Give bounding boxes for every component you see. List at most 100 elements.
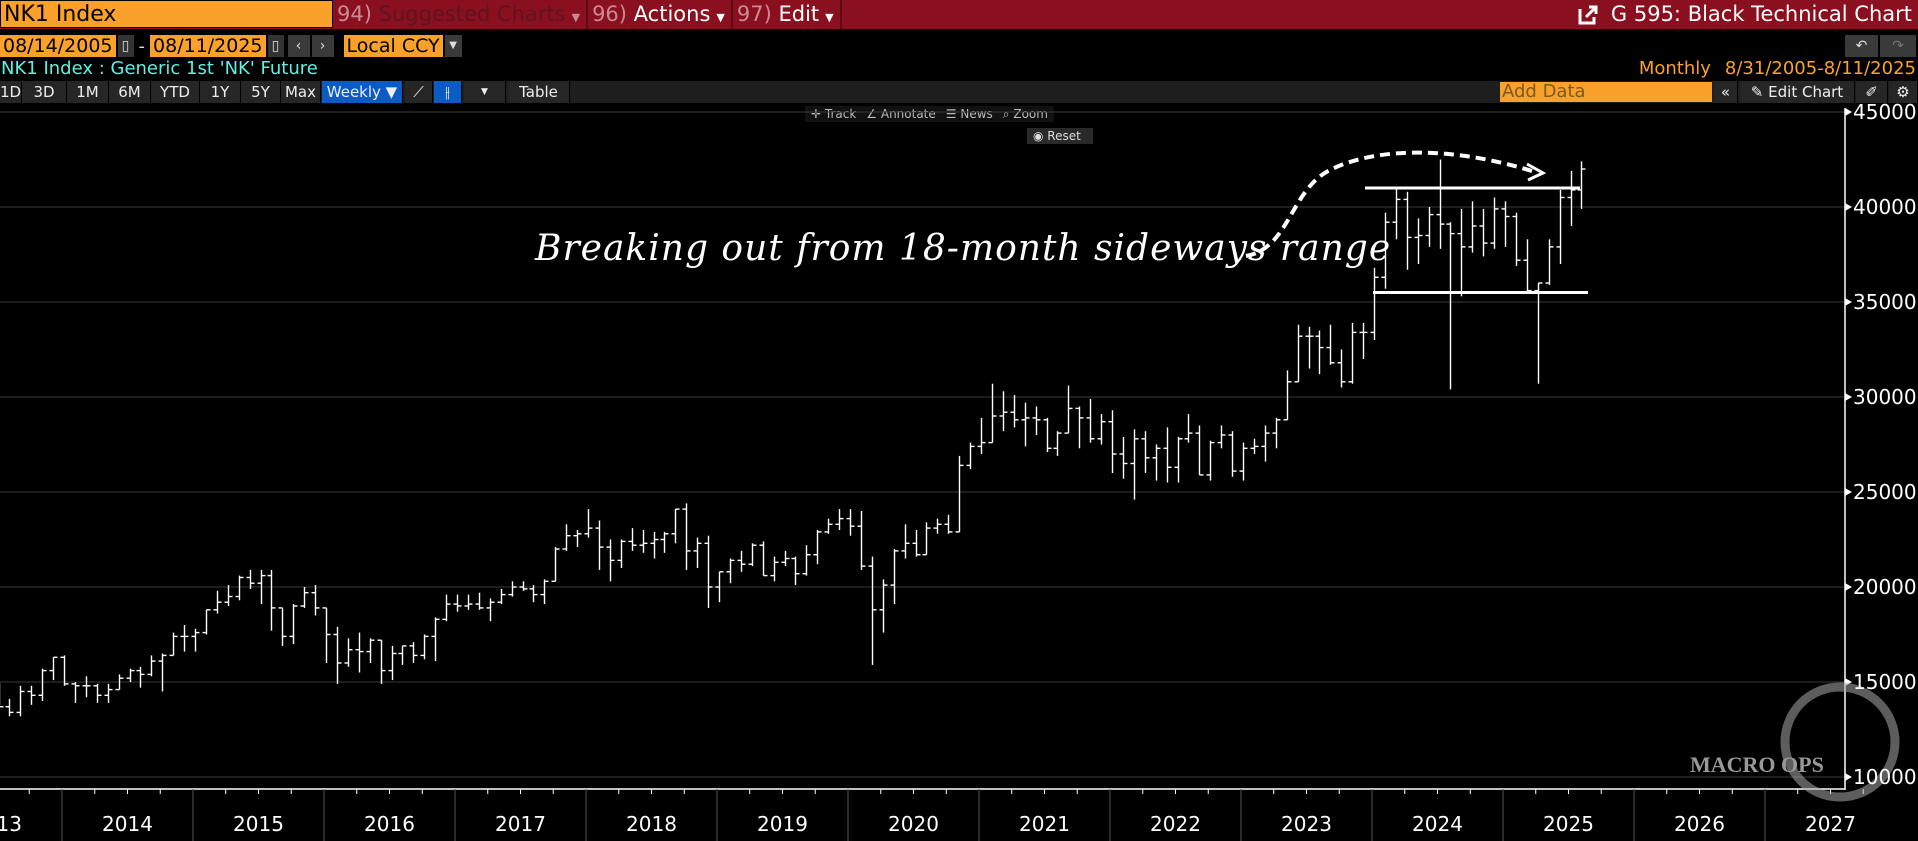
ohlc-bar — [1567, 170, 1576, 226]
ohlc-bar — [846, 509, 855, 536]
top-bar: NK1 Index 94) Suggested Charts ▼ 96) Acti… — [0, 0, 1918, 29]
ohlc-bar — [497, 588, 506, 605]
reset-button[interactable]: ◉ Reset — [1027, 128, 1093, 144]
period-5y[interactable]: 5Y — [241, 81, 281, 103]
ohlc-bar — [1021, 402, 1030, 447]
ohlc-bar — [1523, 239, 1532, 293]
y-tick-label: 25000 — [1853, 480, 1917, 504]
y-tick-label: 10000 — [1853, 765, 1917, 789]
ohlc-bar — [802, 545, 811, 576]
actions-menu[interactable]: 96) Actions ▼ — [588, 0, 733, 29]
annotate-settings-icon[interactable]: ✐ — [1856, 81, 1888, 103]
y-tick — [1845, 583, 1852, 591]
ohlc-bar — [1446, 222, 1455, 390]
ohlc-bar — [1479, 208, 1488, 257]
ohlc-bar — [1152, 444, 1161, 481]
next-period-button[interactable]: › — [311, 35, 334, 57]
ohlc-bar — [1305, 326, 1314, 369]
period-1m[interactable]: 1M — [67, 81, 109, 103]
start-date-input[interactable]: 08/14/2005 — [0, 35, 116, 57]
chart-type-dropdown-icon[interactable]: ▼ — [464, 81, 506, 103]
ohlc-bar — [136, 666, 145, 688]
redo-button[interactable]: ↷ — [1880, 35, 1916, 57]
chart-title: G 595: Black Technical Chart — [1610, 2, 1912, 26]
ohlc-bar — [508, 581, 517, 597]
track-button[interactable]: ✛ Track — [811, 107, 857, 121]
x-tick-label: 2015 — [233, 812, 284, 836]
ohlc-bar — [1141, 431, 1150, 473]
ohlc-bar — [562, 524, 571, 551]
ohlc-bar — [388, 645, 397, 681]
ohlc-bar — [1414, 218, 1423, 264]
calendar-icon[interactable]: ▯ — [267, 35, 284, 57]
currency-dropdown-icon[interactable]: ▼ — [444, 35, 462, 57]
ohlc-bar — [1370, 267, 1379, 340]
edit-chart-button[interactable]: ✎ Edit Chart — [1740, 81, 1855, 103]
ohlc-bar — [606, 539, 615, 582]
gear-icon[interactable]: ⚙ — [1889, 81, 1918, 103]
period-1y[interactable]: 1Y — [200, 81, 241, 103]
weekly-select[interactable]: Weekly ▼ — [322, 81, 403, 103]
ohlc-bar — [890, 549, 899, 605]
ohlc-bar — [126, 668, 135, 682]
annotate-button[interactable]: ∠ Annotate — [866, 107, 936, 121]
ohlc-bar — [540, 579, 549, 605]
ticker-input[interactable]: NK1 Index — [0, 0, 333, 28]
ohlc-bar — [5, 699, 14, 717]
news-button[interactable]: ☰ News — [945, 107, 993, 121]
prev-period-button[interactable]: ‹ — [287, 35, 310, 57]
reset-label: Reset — [1047, 129, 1081, 143]
x-tick-label: 2026 — [1674, 812, 1725, 836]
ohlc-bar — [671, 508, 680, 544]
pencil-icon: ✎ — [1750, 83, 1764, 101]
ohlc-bar — [311, 585, 320, 616]
table-button[interactable]: Table — [508, 81, 570, 103]
ohlc-bar — [977, 417, 986, 454]
bar-chart-icon[interactable]: ⫲ — [434, 81, 462, 103]
x-tick-label: 2019 — [757, 812, 808, 836]
track-label: Track — [824, 107, 857, 121]
ohlc-bar — [1337, 349, 1346, 388]
period-ytd[interactable]: YTD — [151, 81, 200, 103]
collapse-icon[interactable]: « — [1714, 81, 1738, 103]
popout-icon[interactable] — [1577, 4, 1599, 26]
ohlc-bar — [104, 683, 113, 703]
arrow-head — [1526, 162, 1547, 182]
ohlc-bar — [1392, 188, 1401, 240]
zoom-button[interactable]: ⌕ Zoom — [1002, 107, 1048, 121]
suggested-charts-menu[interactable]: 94) Suggested Charts ▼ — [333, 0, 589, 29]
actions-num: 96) — [592, 2, 627, 26]
period-max[interactable]: Max — [281, 81, 321, 103]
x-tick-label: 2021 — [1019, 812, 1070, 836]
undo-button[interactable]: ↶ — [1845, 35, 1878, 57]
ohlc-bar — [486, 598, 495, 622]
ohlc-bar — [180, 625, 189, 652]
y-tick-label: 20000 — [1853, 575, 1917, 599]
y-tick-label: 15000 — [1853, 670, 1917, 694]
ohlc-bar — [1577, 161, 1586, 209]
ohlc-bar — [824, 518, 833, 534]
ohlc-bar — [628, 528, 637, 551]
ohlc-bar — [202, 609, 211, 635]
period-3d[interactable]: 3D — [22, 81, 67, 103]
period-1d[interactable]: 1D — [0, 81, 22, 103]
ohlc-bar — [257, 569, 266, 605]
line-chart-icon[interactable]: ⟋ — [405, 81, 433, 103]
ohlc-bar — [344, 638, 353, 667]
macro-ops-logo — [1780, 682, 1900, 802]
security-subtitle: NK1 Index : Generic 1st 'NK' Future — [1, 58, 318, 79]
ohlc-bar — [966, 442, 975, 470]
x-tick-label: 2024 — [1412, 812, 1463, 836]
ohlc-bar — [267, 569, 276, 631]
currency-select[interactable]: Local CCY — [343, 35, 443, 57]
add-data-input[interactable]: Add Data — [1500, 82, 1712, 102]
end-date-input[interactable]: 08/11/2025 — [150, 35, 266, 57]
ohlc-bar — [38, 668, 47, 701]
edit-menu[interactable]: 97) Edit ▼ — [733, 0, 842, 29]
period-6m[interactable]: 6M — [109, 81, 151, 103]
breakout-arrow — [1245, 150, 1536, 258]
ohlc-bar — [573, 530, 582, 548]
ohlc-bar — [999, 391, 1008, 432]
calendar-icon[interactable]: ▯ — [117, 35, 134, 57]
